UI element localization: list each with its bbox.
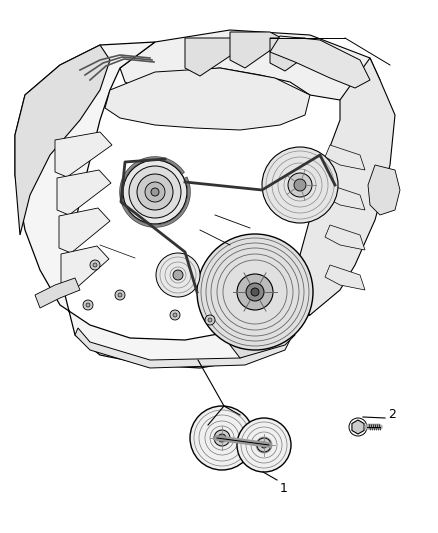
Polygon shape bbox=[285, 58, 395, 320]
Circle shape bbox=[170, 310, 180, 320]
Circle shape bbox=[118, 293, 122, 297]
Polygon shape bbox=[57, 170, 111, 215]
Circle shape bbox=[173, 313, 177, 317]
Circle shape bbox=[208, 318, 212, 322]
Polygon shape bbox=[230, 32, 285, 68]
Circle shape bbox=[86, 303, 90, 307]
Circle shape bbox=[137, 174, 173, 210]
Polygon shape bbox=[75, 328, 290, 368]
Polygon shape bbox=[61, 246, 109, 291]
Polygon shape bbox=[270, 36, 370, 88]
Polygon shape bbox=[55, 132, 112, 177]
Polygon shape bbox=[15, 42, 310, 368]
Circle shape bbox=[294, 179, 306, 191]
Circle shape bbox=[145, 182, 165, 202]
Polygon shape bbox=[325, 185, 365, 210]
Polygon shape bbox=[368, 165, 400, 215]
Polygon shape bbox=[105, 68, 310, 130]
Circle shape bbox=[218, 434, 226, 442]
Circle shape bbox=[83, 300, 93, 310]
Circle shape bbox=[93, 263, 97, 267]
Text: 2: 2 bbox=[388, 408, 396, 422]
Circle shape bbox=[197, 234, 313, 350]
Polygon shape bbox=[120, 30, 380, 100]
Polygon shape bbox=[325, 225, 365, 250]
Circle shape bbox=[129, 166, 181, 218]
Circle shape bbox=[205, 315, 215, 325]
Circle shape bbox=[173, 270, 183, 280]
Circle shape bbox=[151, 188, 159, 196]
Circle shape bbox=[190, 406, 254, 470]
Circle shape bbox=[288, 173, 312, 197]
Circle shape bbox=[156, 253, 200, 297]
Polygon shape bbox=[15, 45, 110, 235]
Circle shape bbox=[123, 160, 187, 224]
Circle shape bbox=[257, 438, 271, 452]
Polygon shape bbox=[59, 208, 110, 253]
Circle shape bbox=[246, 283, 264, 301]
Circle shape bbox=[90, 260, 100, 270]
Circle shape bbox=[251, 288, 259, 296]
Polygon shape bbox=[270, 38, 320, 71]
Polygon shape bbox=[185, 38, 245, 76]
Circle shape bbox=[237, 418, 291, 472]
Polygon shape bbox=[325, 265, 365, 290]
Circle shape bbox=[262, 147, 338, 223]
Polygon shape bbox=[325, 145, 365, 170]
Polygon shape bbox=[230, 325, 295, 358]
Text: 1: 1 bbox=[280, 482, 288, 495]
Circle shape bbox=[115, 290, 125, 300]
Circle shape bbox=[261, 442, 267, 448]
Circle shape bbox=[214, 430, 230, 446]
Polygon shape bbox=[35, 278, 80, 308]
Circle shape bbox=[237, 274, 273, 310]
Polygon shape bbox=[352, 420, 364, 434]
